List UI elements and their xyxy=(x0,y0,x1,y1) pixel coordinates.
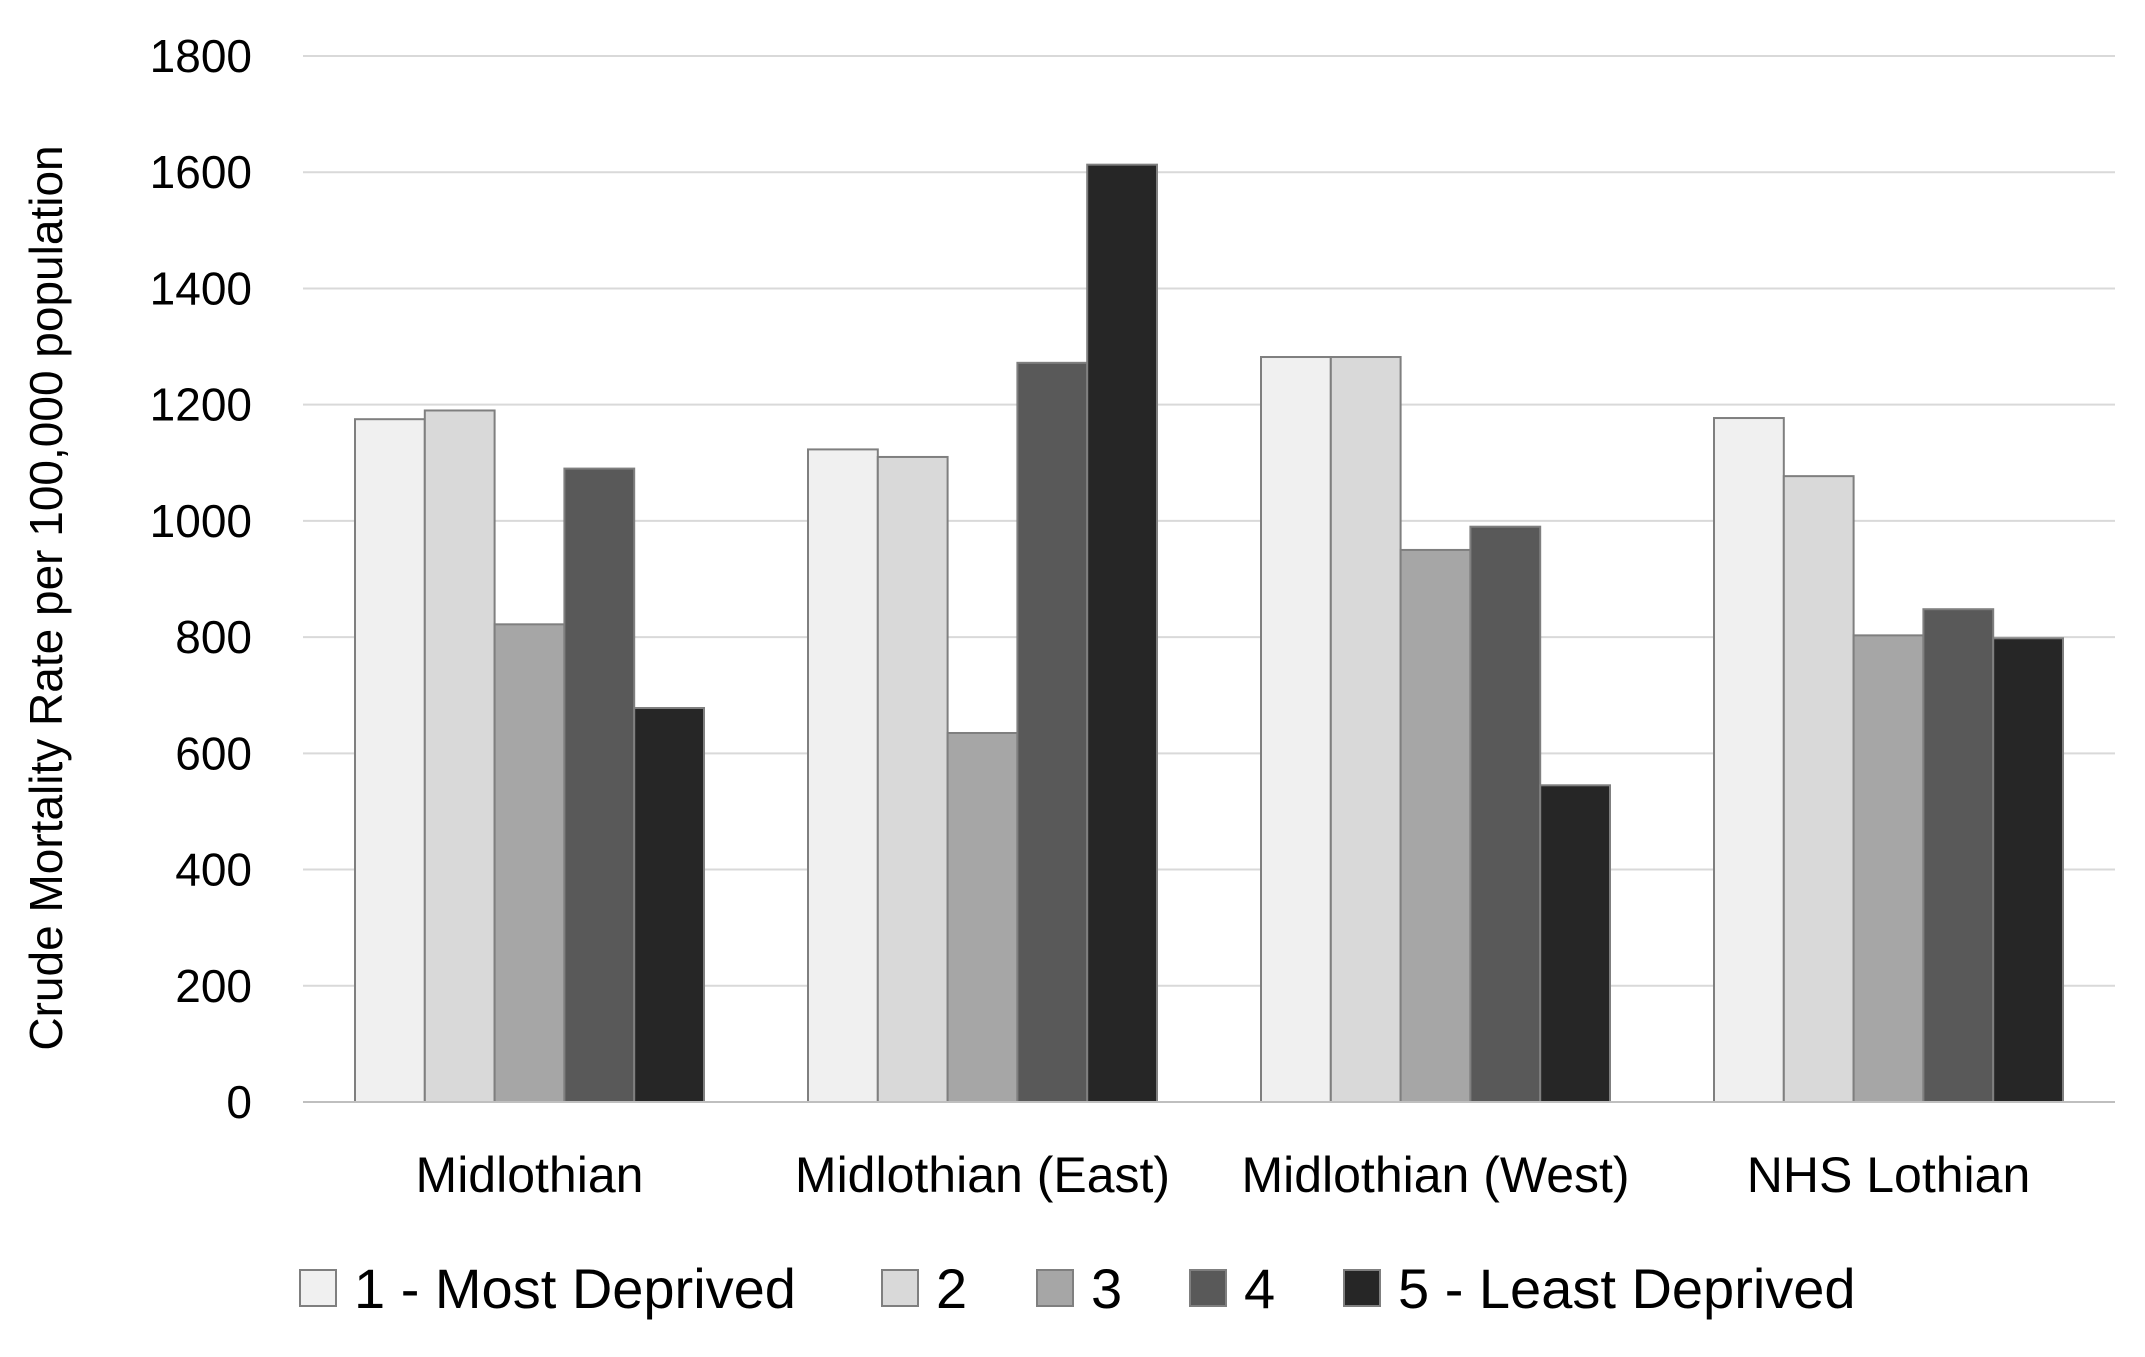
legend-swatch xyxy=(1036,1269,1074,1307)
legend-label: 5 - Least Deprived xyxy=(1398,1257,1856,1320)
bar xyxy=(563,467,636,1104)
bar xyxy=(807,448,879,1103)
legend-swatch xyxy=(881,1269,919,1307)
y-axis-tick-labels: 0 200 400 600 800 1000 1200 1400 1600 1800 xyxy=(150,30,252,1128)
bar xyxy=(1922,608,1995,1103)
legend-label: 2 xyxy=(936,1257,967,1320)
y-tick-label: 1800 xyxy=(150,30,252,82)
y-axis-title: Crude Mortality Rate per 100,000 populat… xyxy=(20,145,72,1050)
x-category-label: Midlothian (West) xyxy=(1241,1147,1629,1203)
bar xyxy=(1713,417,1785,1103)
y-tick-label: 1200 xyxy=(150,379,252,431)
legend-label: 1 - Most Deprived xyxy=(354,1257,796,1320)
legend-label: 3 xyxy=(1091,1257,1122,1320)
legend-label: 4 xyxy=(1244,1257,1275,1320)
legend: 1 - Most Deprived 2 3 4 5 - Least Deprived xyxy=(299,1257,1856,1320)
bar xyxy=(1782,475,1855,1104)
legend-swatch xyxy=(1343,1269,1381,1307)
bar xyxy=(1469,525,1542,1103)
y-tick-label: 400 xyxy=(175,844,252,896)
bar xyxy=(354,418,426,1103)
y-tick-label: 200 xyxy=(175,960,252,1012)
bar xyxy=(633,707,706,1103)
y-tick-label: 800 xyxy=(175,611,252,663)
bar xyxy=(493,623,566,1103)
y-tick-label: 1600 xyxy=(150,146,252,198)
bar xyxy=(876,455,949,1103)
bar xyxy=(1329,356,1402,1103)
bar xyxy=(1260,356,1332,1103)
bar xyxy=(1016,361,1089,1103)
bar xyxy=(1852,634,1925,1104)
y-tick-label: 1400 xyxy=(150,262,252,314)
legend-swatch xyxy=(299,1269,337,1307)
bars xyxy=(354,163,2064,1104)
x-category-label: NHS Lothian xyxy=(1747,1147,2031,1203)
bar xyxy=(1086,163,1158,1103)
x-axis-category-labels: Midlothian Midlothian (East) Midlothian (W… xyxy=(416,1147,2031,1203)
bar xyxy=(423,409,496,1103)
bar xyxy=(1539,784,1611,1103)
y-tick-label: 0 xyxy=(226,1076,252,1128)
x-category-label: Midlothian xyxy=(416,1147,644,1203)
legend-swatch xyxy=(1189,1269,1227,1307)
bar xyxy=(946,731,1019,1103)
x-category-label: Midlothian (East) xyxy=(795,1147,1170,1203)
y-tick-label: 1000 xyxy=(150,495,252,547)
bar xyxy=(1399,548,1472,1103)
y-tick-label: 600 xyxy=(175,727,252,779)
bar xyxy=(1992,637,2064,1103)
